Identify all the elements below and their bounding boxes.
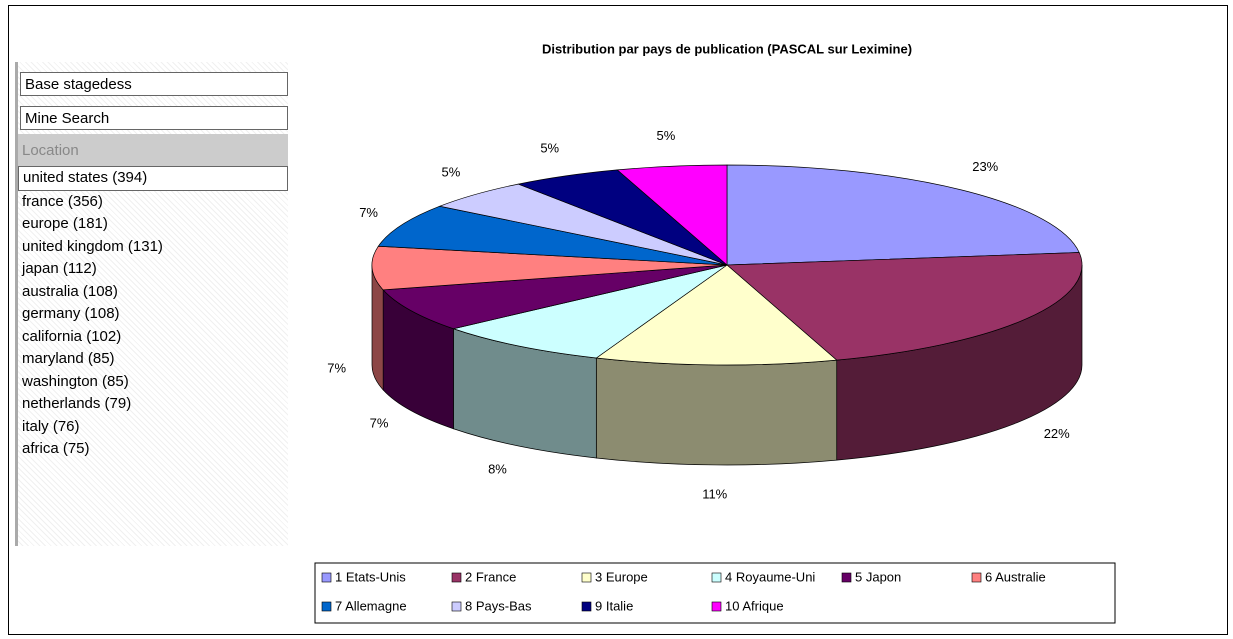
legend-label: 5 Japon [855,569,901,584]
legend-swatch [711,601,722,612]
legend-label: 3 Europe [595,569,648,584]
slice-side [595,357,838,466]
data-label: 7% [359,205,378,220]
legend-swatch [581,572,592,583]
legend-label: 2 France [465,569,516,584]
legend-label: 4 Royaume-Uni [725,569,815,584]
slice [595,264,838,366]
slice [616,164,728,266]
data-label: 7% [370,415,389,430]
frame [8,5,1228,635]
legend-swatch [581,601,592,612]
data-label: 5% [657,128,676,143]
sidebar: Base stagedess Mine Search Location unit… [15,62,288,546]
list-item[interactable]: japan (112) [22,260,97,277]
legend-label: 10 Afrique [725,598,784,613]
data-label: 23% [972,159,998,174]
list-item[interactable]: netherlands (79) [22,395,132,412]
data-label: 5% [540,141,559,156]
legend-label: 6 Australie [985,569,1046,584]
list-item[interactable]: france (356) [22,192,103,210]
item-list: united states (394) france (356) europe (1… [18,166,288,461]
legend-swatch [711,572,722,583]
list-item[interactable]: australia (108) [22,282,118,300]
data-label: 22% [1044,426,1070,441]
data-label: 8% [488,462,507,477]
data-label: 5% [441,165,460,180]
list-item[interactable]: washington (85) [22,372,129,390]
slice [452,264,728,359]
list-item[interactable]: california (102) [22,327,122,345]
field[interactable]: Base stagedess [20,72,288,96]
slice [726,164,1080,266]
legend-swatch [321,601,332,612]
data-label: 11% [702,486,727,501]
slice [726,252,1083,361]
list-item[interactable]: united kingdom (131) [22,237,163,255]
slice [377,205,728,266]
chart-title: Distribution par pays de publication (PA… [542,41,912,56]
list-item[interactable]: italy (76) [22,417,80,435]
legend-swatch [841,572,852,583]
slice [371,245,728,291]
list-item[interactable]: united states (394) [18,166,288,191]
legend-swatch [451,601,462,612]
legend-label: 7 Allemagne [335,598,407,613]
section-header: Location [18,134,288,166]
legend-swatch [971,572,982,583]
data-label: 7% [327,361,346,376]
list-item[interactable]: germany (108) [22,305,120,322]
field[interactable]: Mine Search [20,106,288,130]
legend-swatch [451,572,462,583]
legend-swatch [321,572,332,583]
list-item[interactable]: europe (181) [22,215,108,232]
legend-label: 8 Pays-Bas [465,598,532,613]
slice [382,264,728,330]
legend-label: 1 Etats-Unis [335,569,406,584]
legend-label: 9 Italie [595,598,633,613]
list-item[interactable]: africa (75) [22,440,90,457]
list-item[interactable]: maryland (85) [22,350,115,367]
